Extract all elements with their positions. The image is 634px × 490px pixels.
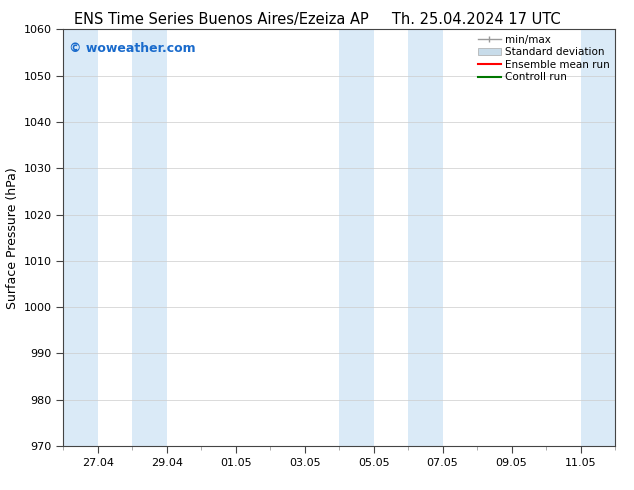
Bar <box>408 29 443 446</box>
Bar <box>133 29 167 446</box>
Text: ENS Time Series Buenos Aires/Ezeiza AP     Th. 25.04.2024 17 UTC: ENS Time Series Buenos Aires/Ezeiza AP T… <box>74 12 560 27</box>
Text: © woweather.com: © woweather.com <box>69 42 195 55</box>
Legend: min/max, Standard deviation, Ensemble mean run, Controll run: min/max, Standard deviation, Ensemble me… <box>476 32 612 84</box>
Bar <box>63 29 98 446</box>
Bar <box>339 29 373 446</box>
Y-axis label: Surface Pressure (hPa): Surface Pressure (hPa) <box>6 167 19 309</box>
Bar <box>581 29 615 446</box>
